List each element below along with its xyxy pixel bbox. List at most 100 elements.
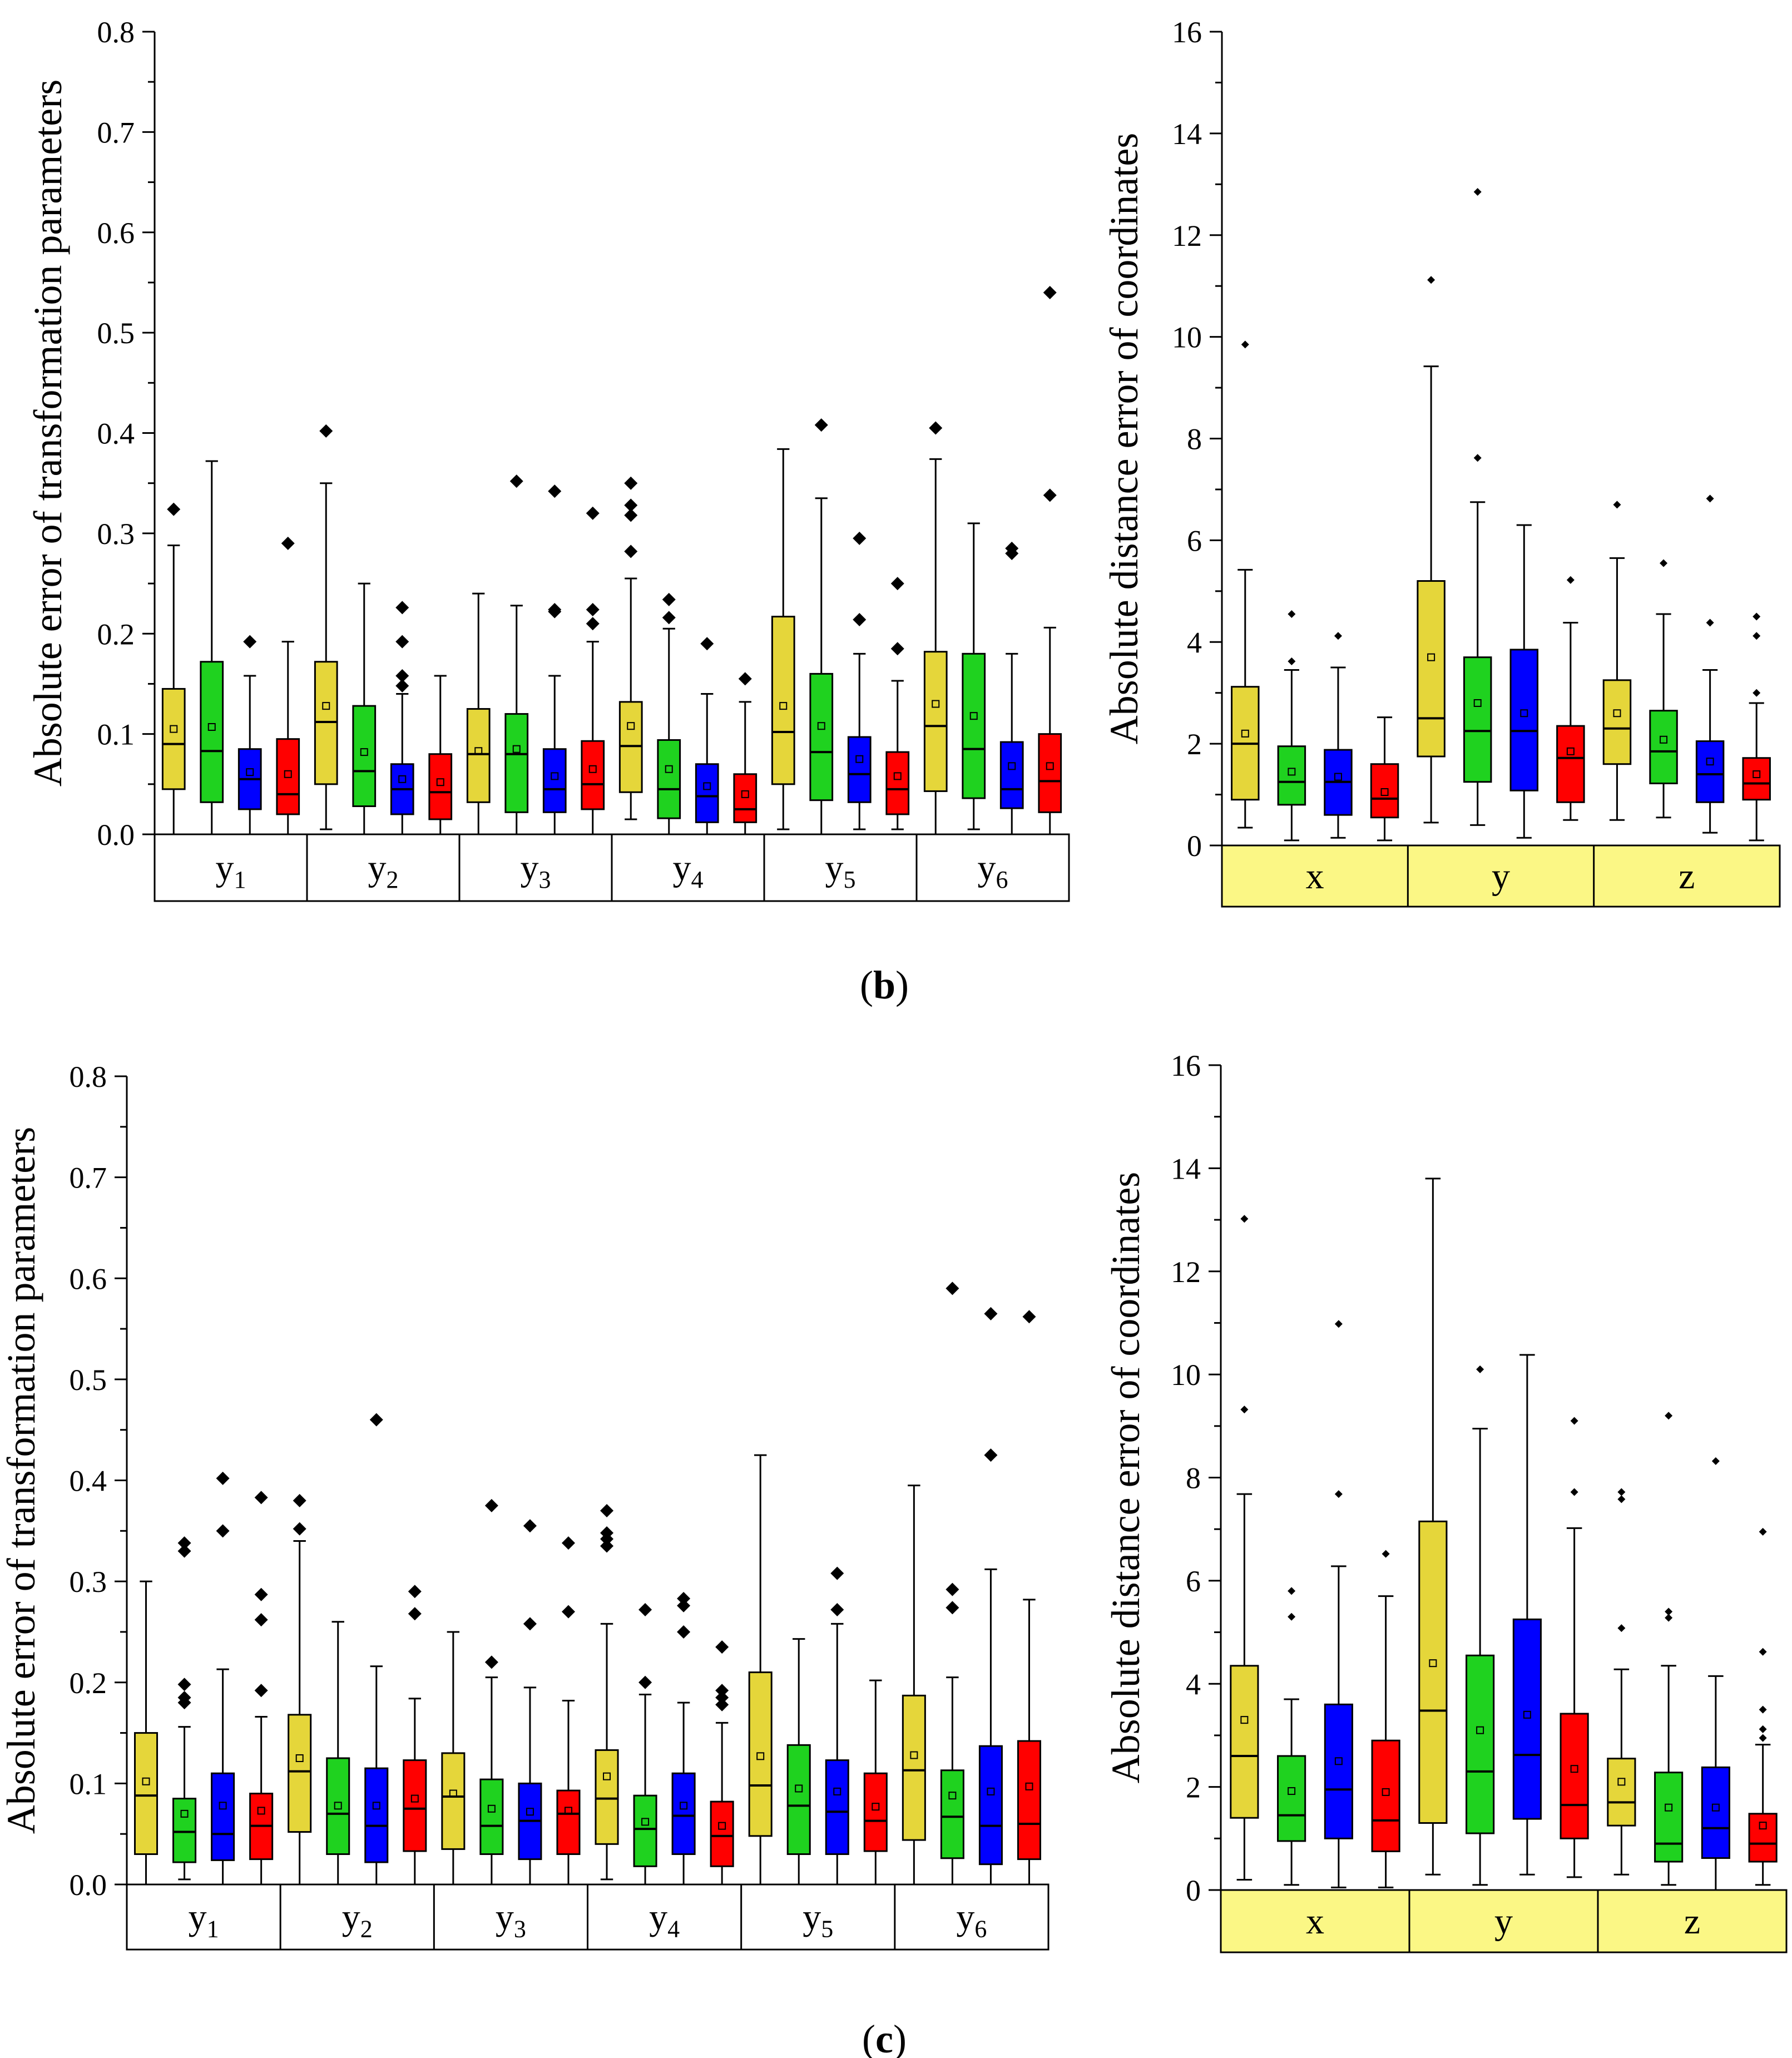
y-tick-label: 4 <box>1186 1668 1201 1701</box>
outlier-point <box>254 1613 268 1627</box>
outlier-point <box>1288 1587 1296 1595</box>
outlier-point <box>853 531 867 545</box>
outlier-point <box>945 1601 959 1615</box>
box <box>695 763 719 823</box>
box <box>542 748 567 813</box>
box <box>962 652 986 799</box>
mean-marker <box>564 1807 572 1815</box>
y-tick-label: 0.7 <box>70 1161 107 1195</box>
box <box>556 1789 581 1856</box>
panel-label-c: (c) <box>862 2017 907 2058</box>
y-tick-label: 0.6 <box>97 216 135 250</box>
outlier-point <box>1427 276 1435 284</box>
mean-marker <box>436 778 444 786</box>
mean-marker <box>334 1802 342 1810</box>
box <box>863 1772 888 1852</box>
mean-marker <box>1476 1726 1484 1734</box>
y-tick-label: 0.0 <box>70 1868 107 1902</box>
outlier-point <box>1288 1612 1296 1621</box>
box <box>1370 763 1399 819</box>
outlier-point <box>830 1566 844 1580</box>
category-label: y3 <box>521 848 551 893</box>
mean-marker <box>246 768 254 776</box>
category-band <box>1221 844 1781 908</box>
category-label: y2 <box>368 848 399 893</box>
outlier-point <box>1241 340 1249 349</box>
box <box>595 1749 619 1845</box>
category-label: y6 <box>956 1897 987 1943</box>
outlier-point <box>395 679 409 693</box>
outlier-point <box>548 484 562 498</box>
box <box>1038 733 1062 813</box>
outlier-point <box>1753 689 1761 697</box>
box <box>479 1778 504 1856</box>
outlier-point <box>1711 1457 1720 1465</box>
outlier-point <box>1706 494 1714 503</box>
outlier-point <box>1665 1614 1673 1622</box>
category-label: z <box>1679 856 1695 897</box>
outlier-point <box>1288 610 1296 618</box>
outlier-point <box>638 1675 652 1689</box>
outlier-point <box>1566 576 1575 584</box>
mean-marker <box>1473 699 1482 707</box>
mean-marker <box>756 1752 765 1760</box>
box <box>200 661 224 803</box>
y-tick-label: 0.5 <box>70 1363 107 1397</box>
box <box>710 1800 734 1867</box>
mean-marker <box>833 1787 841 1795</box>
outlier-point <box>1476 1365 1484 1373</box>
category-label: y5 <box>803 1897 833 1943</box>
y-tick-label: 0.3 <box>70 1565 107 1599</box>
box <box>1509 649 1539 791</box>
outlier-point <box>1759 1527 1767 1536</box>
category-label: y4 <box>649 1897 680 1943</box>
outlier-point <box>1613 501 1621 509</box>
box <box>1017 1740 1042 1861</box>
outlier-point <box>1022 1310 1036 1324</box>
outlier-point <box>638 1602 652 1616</box>
mean-marker <box>170 725 178 733</box>
outlier-point <box>1617 1495 1626 1503</box>
mean-marker <box>910 1751 918 1759</box>
outlier-point <box>1617 1624 1626 1632</box>
mean-marker <box>641 1818 650 1826</box>
outlier-point <box>484 1498 498 1512</box>
outlier-point <box>484 1655 498 1669</box>
mean-marker <box>142 1777 150 1785</box>
mean-marker <box>1759 1822 1767 1830</box>
y-tick-label: 0.0 <box>97 818 135 852</box>
outlier-point <box>715 1690 729 1704</box>
outlier-point <box>1660 559 1668 567</box>
box <box>1701 1766 1730 1859</box>
outlier-point <box>293 1493 306 1507</box>
box <box>1654 1772 1684 1863</box>
mean-marker <box>360 748 368 756</box>
y-tick-label: 12 <box>1171 1255 1201 1289</box>
outlier-point <box>1334 1320 1343 1328</box>
outlier-point <box>1334 632 1342 640</box>
mean-marker <box>1025 1782 1033 1790</box>
mean-marker <box>1046 762 1054 770</box>
mean-marker <box>1380 788 1389 796</box>
mean-marker <box>1240 1716 1249 1724</box>
y-tick-label: 0.3 <box>97 517 135 551</box>
outlier-point <box>715 1684 729 1698</box>
mean-marker <box>1753 770 1761 778</box>
mean-marker <box>718 1822 726 1830</box>
box <box>978 1745 1003 1866</box>
outlier-point <box>254 1491 268 1505</box>
outlier-point <box>677 1599 691 1612</box>
outlier-point <box>624 498 638 512</box>
outlier-point <box>1288 657 1296 665</box>
mean-marker <box>1613 709 1621 718</box>
box <box>1602 679 1632 765</box>
y-tick-label: 0.2 <box>70 1666 107 1700</box>
mean-marker <box>1570 1765 1578 1773</box>
category-label: x <box>1306 856 1324 897</box>
mean-marker <box>795 1784 803 1793</box>
outlier-point <box>945 1582 959 1596</box>
outlier-point <box>177 1696 191 1710</box>
outlier-point <box>293 1522 306 1536</box>
mean-marker <box>1288 1787 1296 1795</box>
